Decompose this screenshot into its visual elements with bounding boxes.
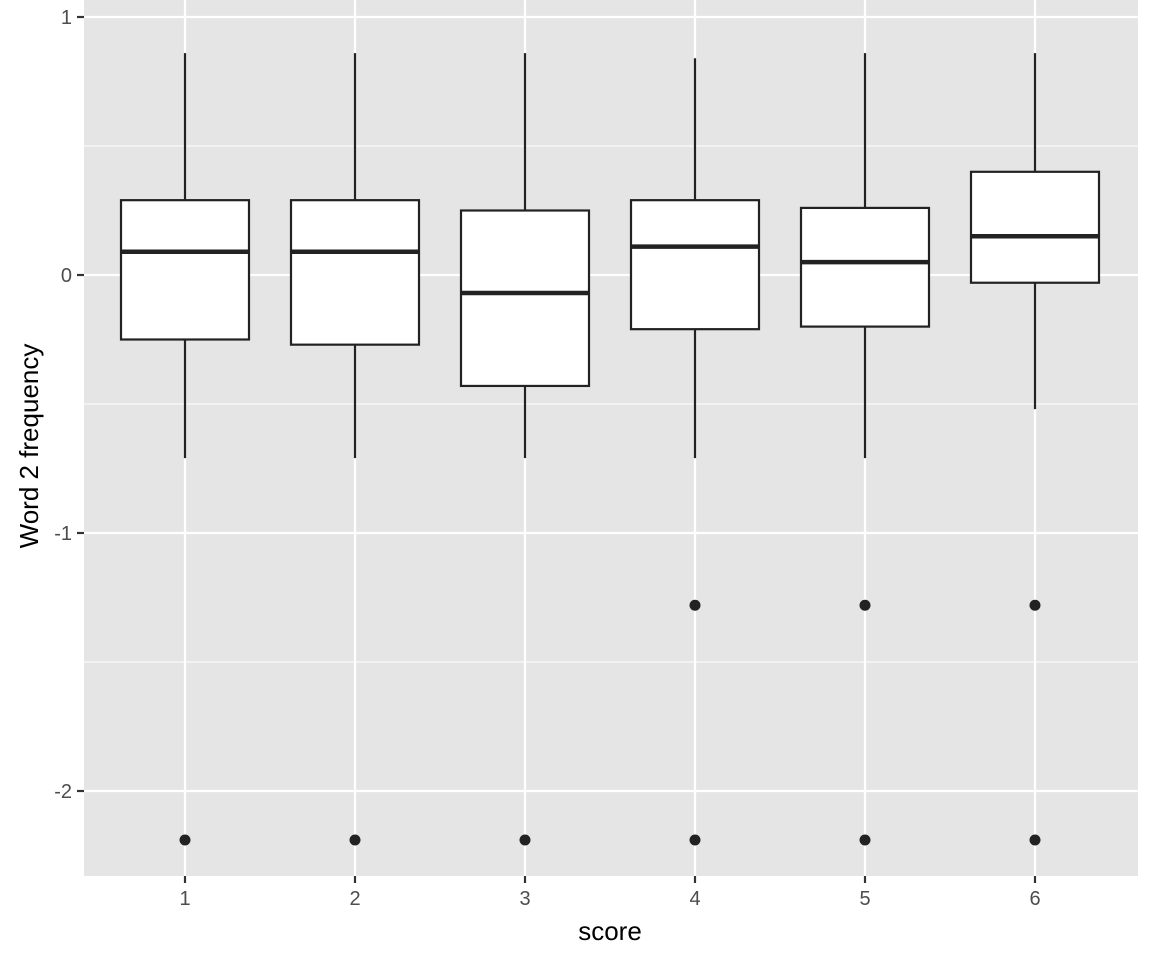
box-category-6 bbox=[969, 53, 1101, 846]
x-tick-label: 1 bbox=[179, 888, 190, 910]
minor-gridlines bbox=[84, 145, 1138, 663]
outlier-point bbox=[689, 834, 701, 846]
y-tick-label: 1 bbox=[61, 7, 72, 29]
box-iqr bbox=[629, 199, 761, 331]
y-axis-title: Word 2 frequency bbox=[14, 344, 44, 549]
box-iqr bbox=[969, 170, 1101, 284]
box-category-4 bbox=[629, 58, 761, 846]
y-tick-label: -2 bbox=[54, 781, 72, 803]
box-category-3 bbox=[459, 53, 591, 846]
plot-panel bbox=[84, 0, 1138, 876]
box-iqr bbox=[459, 209, 591, 388]
y-axis: -2 -1 0 1 bbox=[54, 7, 84, 803]
box-series bbox=[119, 53, 1101, 846]
outlier-point bbox=[1029, 834, 1041, 846]
box-iqr bbox=[119, 199, 251, 341]
outlier-point bbox=[859, 599, 871, 611]
box-iqr bbox=[799, 206, 931, 328]
y-tick-label: 0 bbox=[61, 265, 72, 287]
box-category-1 bbox=[119, 53, 251, 846]
y-tick-label: -1 bbox=[54, 523, 72, 545]
x-tick-label: 3 bbox=[519, 888, 530, 910]
x-tick-label: 5 bbox=[859, 888, 870, 910]
outlier-point bbox=[689, 599, 701, 611]
box-category-5 bbox=[799, 53, 931, 846]
box-category-2 bbox=[289, 53, 421, 846]
outlier-point bbox=[179, 834, 191, 846]
outlier-point bbox=[349, 834, 361, 846]
outlier-point bbox=[859, 834, 871, 846]
x-tick-label: 6 bbox=[1029, 888, 1040, 910]
x-tick-label: 4 bbox=[689, 888, 700, 910]
x-axis-title: score bbox=[578, 916, 642, 946]
x-tick-label: 2 bbox=[349, 888, 360, 910]
outlier-point bbox=[1029, 599, 1041, 611]
box-iqr bbox=[289, 199, 421, 346]
x-axis: 1 2 3 4 5 6 bbox=[179, 876, 1041, 910]
outlier-point bbox=[519, 834, 531, 846]
